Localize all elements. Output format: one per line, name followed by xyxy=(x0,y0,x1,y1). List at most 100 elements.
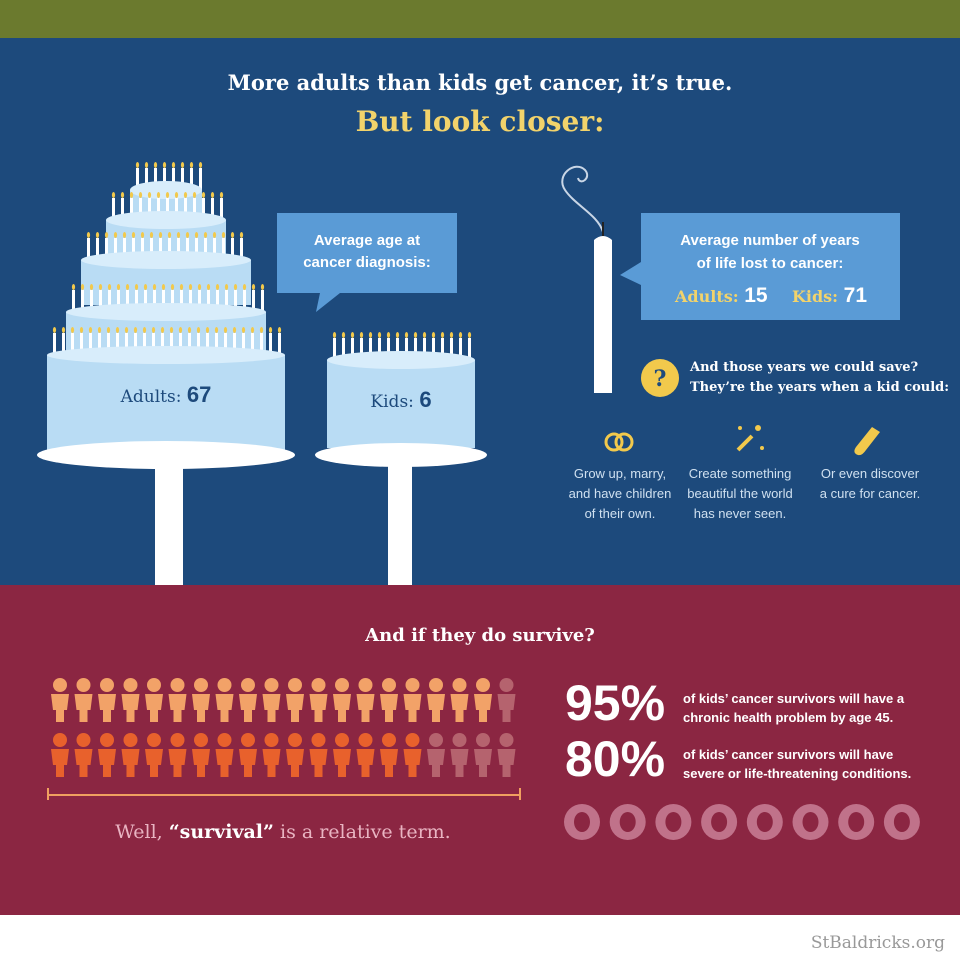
candle xyxy=(157,198,160,220)
body xyxy=(262,694,281,722)
candle xyxy=(459,338,462,360)
organ-shape xyxy=(574,812,590,832)
candle xyxy=(143,333,146,355)
flame xyxy=(88,327,93,333)
candle xyxy=(90,290,93,312)
label: Adults: xyxy=(674,287,739,306)
candle xyxy=(215,333,218,355)
candle xyxy=(351,338,354,360)
body xyxy=(403,749,422,777)
candle xyxy=(233,333,236,355)
flame xyxy=(143,284,148,290)
value: 67 xyxy=(187,382,211,407)
candle xyxy=(195,238,198,260)
stat: Kids: 71 xyxy=(792,284,867,307)
body xyxy=(121,749,140,777)
flame xyxy=(152,284,157,290)
head xyxy=(53,678,67,692)
person xyxy=(286,678,304,722)
flame xyxy=(223,327,228,333)
flame xyxy=(98,284,103,290)
person xyxy=(427,678,445,722)
label: Kids: xyxy=(792,287,838,306)
body xyxy=(356,749,375,777)
body xyxy=(380,694,398,722)
flame xyxy=(422,332,427,338)
flame xyxy=(174,192,179,198)
head xyxy=(476,678,490,692)
body xyxy=(215,694,234,722)
flame xyxy=(107,284,112,290)
candle xyxy=(396,338,399,360)
flame xyxy=(95,232,100,238)
person xyxy=(168,733,187,777)
head xyxy=(147,678,161,692)
flame xyxy=(377,332,382,338)
flame xyxy=(189,162,194,168)
candle xyxy=(96,238,99,260)
candle xyxy=(224,333,227,355)
person xyxy=(74,678,93,722)
candle xyxy=(278,333,281,355)
candle xyxy=(181,168,184,190)
body xyxy=(427,694,445,722)
flame xyxy=(79,327,84,333)
flame xyxy=(131,232,136,238)
body xyxy=(51,694,69,722)
person xyxy=(192,678,210,722)
rings-icon xyxy=(604,432,634,452)
candle xyxy=(62,333,65,355)
body xyxy=(215,749,234,777)
flame xyxy=(80,284,85,290)
head xyxy=(382,678,396,692)
flame xyxy=(197,284,202,290)
flame xyxy=(201,192,206,198)
person xyxy=(474,678,492,722)
flame xyxy=(161,284,166,290)
head xyxy=(170,733,185,747)
head xyxy=(123,678,138,692)
body xyxy=(356,694,375,722)
flame xyxy=(52,327,57,333)
head xyxy=(311,678,326,692)
body xyxy=(474,749,492,777)
person xyxy=(98,733,116,777)
flame xyxy=(259,327,264,333)
stat-text: severe or life-threatening conditions. xyxy=(683,766,911,781)
flame xyxy=(167,232,172,238)
callout-text: cancer diagnosis: xyxy=(303,254,431,271)
items: Grow up, marry, and have children of their… xyxy=(569,466,921,521)
tube-icon xyxy=(854,427,880,456)
candle xyxy=(240,238,243,260)
candle xyxy=(202,198,205,220)
candle xyxy=(468,338,471,360)
body xyxy=(286,749,304,777)
person xyxy=(74,733,93,777)
person xyxy=(356,733,375,777)
smoke xyxy=(561,165,604,233)
flame xyxy=(138,192,143,198)
flame xyxy=(268,327,273,333)
person xyxy=(450,678,469,722)
person xyxy=(356,678,375,722)
flame xyxy=(122,232,127,238)
candle xyxy=(107,333,110,355)
section-title: And if they do survive? xyxy=(364,625,595,646)
flame xyxy=(104,232,109,238)
flame xyxy=(170,284,175,290)
flame xyxy=(239,232,244,238)
item-text: beautiful the world xyxy=(687,486,793,501)
body xyxy=(121,694,140,722)
candle xyxy=(179,333,182,355)
candle xyxy=(172,168,175,190)
candle xyxy=(269,333,272,355)
flame xyxy=(219,192,224,198)
flame xyxy=(180,162,185,168)
candle xyxy=(117,290,120,312)
flame xyxy=(183,192,188,198)
flame xyxy=(467,332,472,338)
label: Kids: xyxy=(370,392,413,412)
label: Adults: xyxy=(120,387,182,407)
head xyxy=(288,678,302,692)
